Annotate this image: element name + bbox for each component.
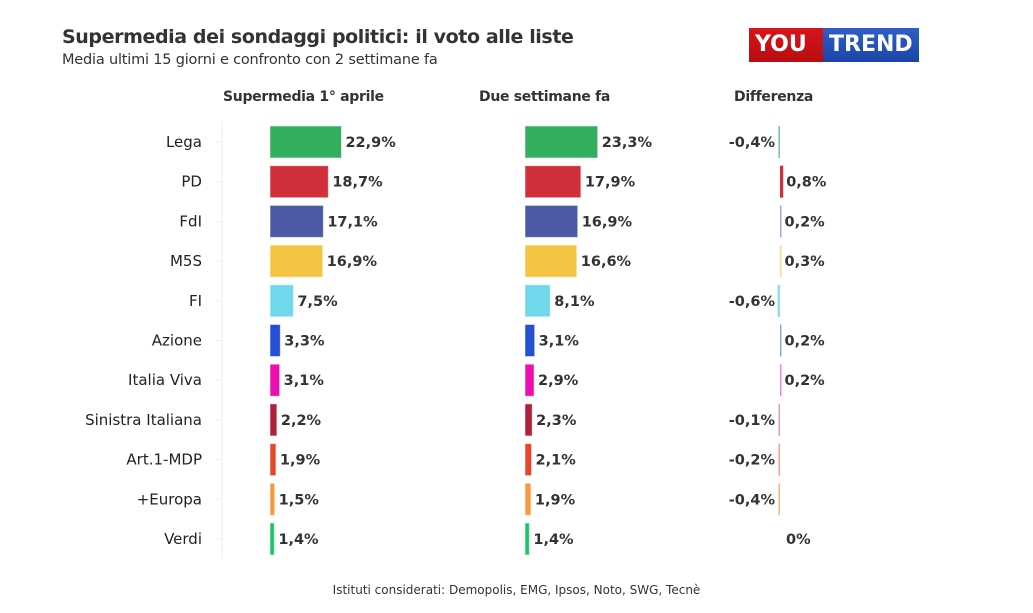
value-label-previous: 23,3% (602, 135, 653, 151)
value-label-current: 22,9% (345, 135, 396, 151)
bar-current (269, 165, 329, 199)
bar-previous (524, 403, 533, 437)
value-label-current: 16,9% (327, 254, 378, 270)
bar-current (269, 125, 342, 159)
bar-previous (524, 244, 578, 278)
value-label-previous: 1,9% (535, 492, 576, 508)
category-label: +Europa (137, 490, 202, 508)
bar-diff (778, 403, 780, 436)
bar-diff (780, 364, 782, 397)
value-label-previous: 16,6% (581, 254, 632, 270)
value-label-previous: 3,1% (539, 334, 580, 350)
bar-current (269, 522, 275, 556)
value-label-diff: 0% (786, 532, 811, 548)
bar-current (269, 482, 276, 516)
bar-previous (524, 125, 599, 159)
value-label-previous: 16,9% (582, 214, 633, 230)
category-label: Lega (166, 133, 202, 151)
bar-current (269, 403, 278, 437)
bar-diff (780, 165, 784, 198)
chart-title: Supermedia dei sondaggi politici: il vot… (62, 26, 574, 48)
category-label: M5S (170, 252, 202, 270)
value-label-diff: -0,6% (729, 294, 776, 310)
value-label-current: 7,5% (297, 294, 338, 310)
value-label-previous: 2,9% (538, 373, 579, 389)
bar-previous (524, 522, 530, 556)
value-label-current: 3,1% (284, 373, 325, 389)
value-label-current: 1,5% (279, 492, 320, 508)
value-label-diff: -0,4% (729, 135, 776, 151)
bar-previous (524, 324, 536, 357)
category-label: Art.1-MDP (126, 451, 202, 469)
value-label-diff: 0,2% (785, 334, 826, 350)
bar-previous (524, 284, 551, 318)
bar-current (269, 363, 281, 397)
value-label-diff: 0,3% (785, 254, 826, 270)
value-label-diff: 0,2% (785, 214, 826, 230)
value-label-previous: 2,3% (536, 413, 577, 429)
bar-diff (780, 324, 782, 357)
chart-subtitle: Media ultimi 15 giorni e confronto con 2… (62, 52, 438, 68)
category-label: Verdi (164, 530, 202, 548)
bar-previous (524, 443, 533, 477)
bar-diff (777, 284, 780, 317)
bar-diff (780, 205, 782, 238)
category-label: Sinistra Italiana (85, 411, 202, 429)
bar-previous (524, 204, 579, 238)
value-label-current: 1,4% (278, 532, 319, 548)
value-label-current: 3,3% (284, 334, 325, 350)
bar-diff (780, 245, 782, 278)
youtrend-logo: YOU TREND (749, 28, 919, 62)
bar-previous (524, 165, 582, 199)
column-header-diff: Differenza (734, 89, 814, 105)
logo-trend: TREND (823, 28, 919, 62)
value-label-previous: 17,9% (585, 175, 636, 191)
category-label: Italia Viva (128, 371, 202, 389)
category-label: FI (189, 292, 202, 310)
footer-sources: Istituti considerati: Demopolis, EMG, Ip… (332, 583, 701, 597)
value-label-current: 2,2% (281, 413, 322, 429)
bar-diff (778, 126, 780, 158)
category-label: Azione (152, 332, 202, 350)
value-label-previous: 1,4% (533, 532, 574, 548)
category-label: FdI (179, 212, 202, 230)
column-header-previous: Due settimane fa (479, 89, 611, 105)
bar-current (269, 443, 277, 477)
value-label-current: 17,1% (327, 214, 378, 230)
bar-previous (524, 482, 532, 516)
value-label-diff: -0,4% (729, 492, 776, 508)
value-label-current: 1,9% (280, 453, 321, 469)
value-label-current: 18,7% (332, 175, 383, 191)
value-label-diff: -0,2% (729, 453, 776, 469)
column-header-current: Supermedia 1° aprile (223, 89, 384, 105)
value-label-diff: 0,2% (785, 373, 826, 389)
value-label-previous: 2,1% (536, 453, 577, 469)
bar-diff (778, 443, 780, 476)
bar-diff (778, 483, 780, 516)
bar-current (269, 244, 324, 278)
bar-current (269, 204, 324, 238)
value-label-previous: 8,1% (554, 294, 595, 310)
value-label-diff: -0,1% (729, 413, 776, 429)
bar-previous (524, 363, 535, 397)
logo-you: YOU (749, 28, 823, 62)
value-label-diff: 0,8% (786, 175, 827, 191)
bar-current (269, 324, 281, 357)
category-label: PD (181, 173, 202, 191)
bar-current (269, 284, 294, 318)
